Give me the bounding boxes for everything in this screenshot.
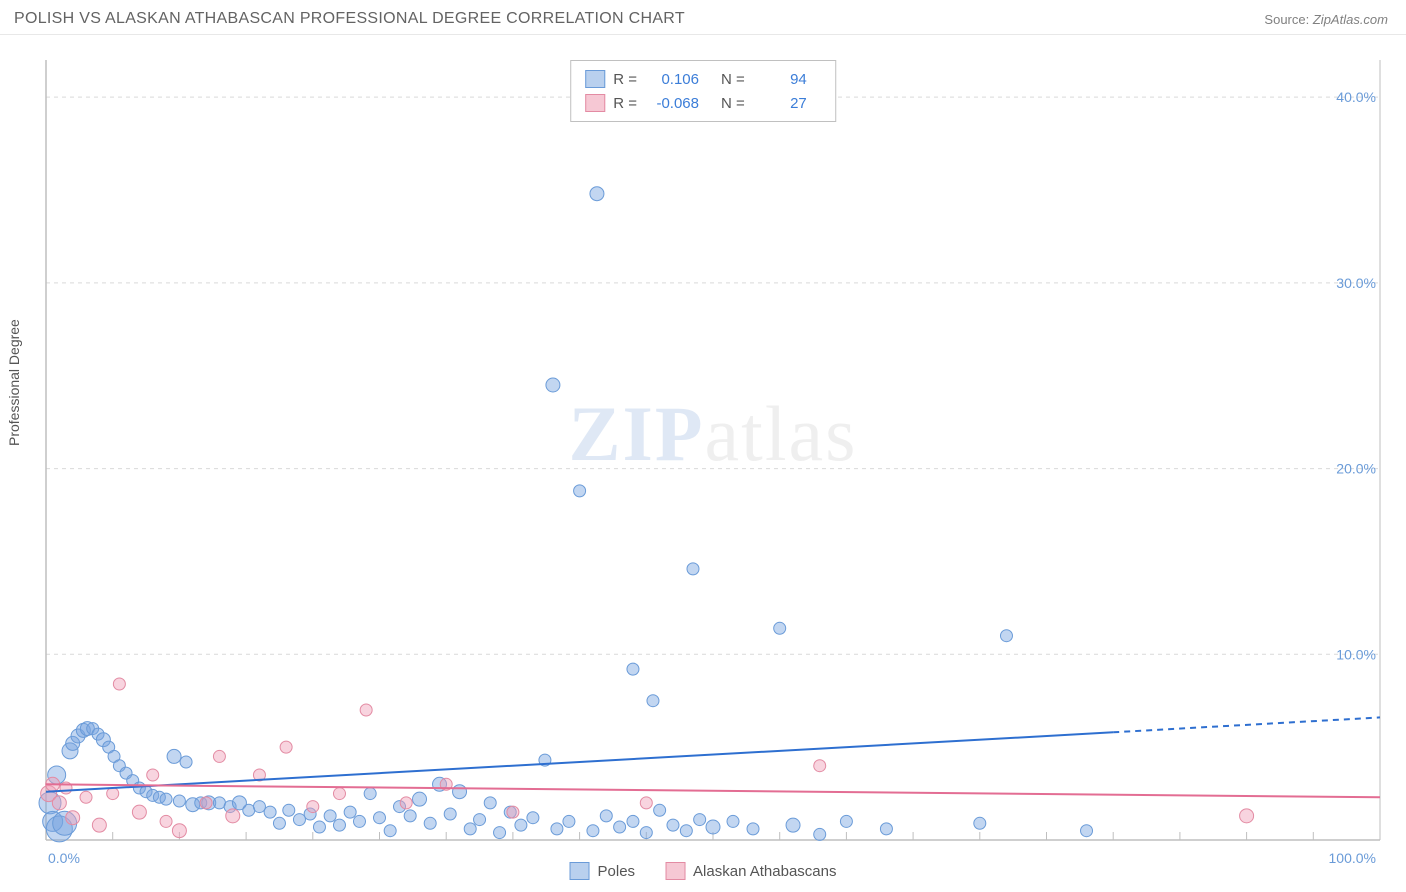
chart-header: POLISH VS ALASKAN ATHABASCAN PROFESSIONA… [0,0,1406,35]
legend-series: Poles Alaskan Athabascans [570,862,837,880]
legend-label: Alaskan Athabascans [693,863,836,880]
swatch-blue-icon [570,862,590,880]
r-value-pink: -0.068 [649,95,699,112]
legend-correlation-stats: R = 0.106 N = 94 R = -0.068 N = 27 [570,60,836,122]
svg-text:30.0%: 30.0% [1336,275,1376,291]
source-attribution: Source: ZipAtlas.com [1264,12,1388,27]
source-value: ZipAtlas.com [1313,12,1388,27]
swatch-pink-icon [585,94,605,112]
y-axis-title: Professional Degree [6,319,22,446]
x-axis-min-label: 0.0% [48,850,80,866]
r-value-blue: 0.106 [649,71,699,88]
chart-title: POLISH VS ALASKAN ATHABASCAN PROFESSIONA… [14,10,685,28]
legend-row-blue: R = 0.106 N = 94 [585,67,821,91]
scatter-plot-svg: 10.0% 20.0% 30.0% 40.0% [46,60,1380,840]
x-axis-max-label: 100.0% [1329,850,1376,866]
source-label: Source: [1264,12,1309,27]
svg-text:20.0%: 20.0% [1336,461,1376,477]
legend-row-pink: R = -0.068 N = 27 [585,91,821,115]
n-label: N = [721,95,745,112]
legend-item-athabascans: Alaskan Athabascans [665,862,836,880]
swatch-blue-icon [585,70,605,88]
svg-text:10.0%: 10.0% [1336,646,1376,662]
n-label: N = [721,71,745,88]
swatch-pink-icon [665,862,685,880]
legend-label: Poles [598,863,636,880]
r-label: R = [613,71,637,88]
svg-text:40.0%: 40.0% [1336,89,1376,105]
n-value-pink: 27 [757,95,807,112]
legend-item-poles: Poles [570,862,636,880]
r-label: R = [613,95,637,112]
n-value-blue: 94 [757,71,807,88]
chart-plot-area: ZIPatlas 10.0%20.0%30.0%40.0% [46,60,1380,840]
